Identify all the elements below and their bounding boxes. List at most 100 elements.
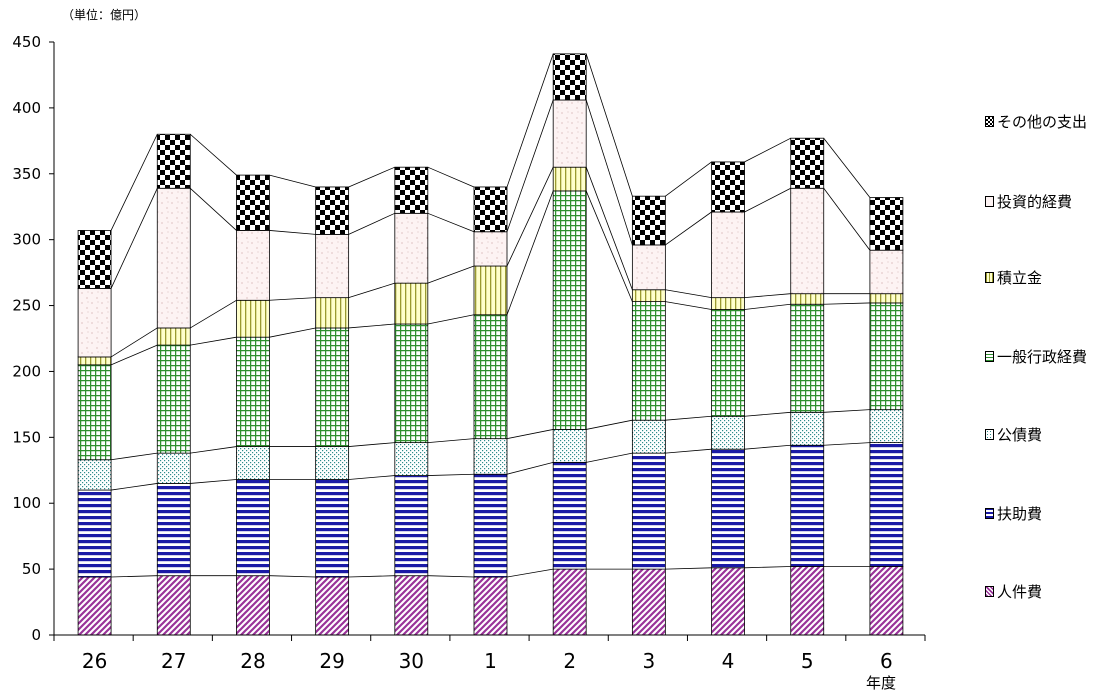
connector-line-general-admin: [190, 336, 237, 346]
bar-segment-general-admin-2: [552, 190, 587, 430]
connector-line-investment: [585, 99, 633, 246]
bar-segment-general-admin-6: [869, 302, 904, 411]
connector-line-general-admin: [665, 301, 712, 310]
bar-segment-personnel-27: [156, 575, 191, 636]
legend-item-personnel: 人件費: [985, 581, 1042, 602]
legend-item-assistance: 扶助費: [985, 503, 1042, 524]
bar-segment-other-26: [77, 230, 112, 289]
legend-label-investment: 投資的経費: [997, 193, 1073, 211]
connector-line-other: [190, 133, 237, 176]
x-tick-label: 29: [319, 649, 344, 673]
y-tick-label: 150: [12, 428, 41, 446]
connector-line-other: [506, 53, 554, 188]
connector-line-personnel: [269, 575, 316, 578]
bar-segment-personnel-1: [473, 576, 508, 636]
connector-line-assistance: [427, 473, 475, 476]
bar-segment-reserve-4: [711, 297, 745, 310]
connector-line-debt: [111, 452, 158, 461]
bar-segment-assistance-4: [711, 448, 745, 569]
connector-line-reserve: [190, 299, 237, 329]
bar-segment-reserve-6: [869, 293, 904, 304]
bar-segment-reserve-3: [631, 289, 666, 303]
x-tick-label: 27: [161, 649, 186, 673]
unit-label: （単位：億円）: [62, 8, 147, 22]
bar-segment-personnel-5: [790, 566, 825, 636]
connector-line-personnel: [111, 575, 158, 578]
y-tick-label: 200: [12, 362, 41, 380]
legend-item-investment: 投資的経費: [985, 191, 1072, 212]
connector-line-debt: [665, 415, 712, 421]
connector-line-general-admin: [585, 190, 633, 302]
bar-segment-general-admin-26: [77, 364, 112, 461]
legend-swatch-assistance: [985, 508, 994, 519]
bar-segment-reserve-28: [236, 299, 270, 338]
axes-layer: 0 50 100 150 200 250 300 350 400 450 26 27 28 29 30 1 2 3…: [12, 33, 926, 673]
bar-segment-debt-29: [315, 446, 350, 480]
bar-segment-general-admin-4: [711, 309, 745, 417]
connector-line-debt: [190, 446, 237, 454]
legend-swatch-other: [985, 116, 994, 127]
bar-segment-personnel-30: [394, 575, 429, 636]
connector-line-general-admin: [110, 344, 158, 366]
connector-line-reserve: [110, 327, 158, 358]
legend-label-general-admin: 一般行政経費: [997, 348, 1088, 366]
legend-label-other: その他の支出: [997, 113, 1088, 131]
legend-item-debt: 公債費: [985, 424, 1042, 445]
legend-label-reserve: 積立金: [997, 269, 1043, 287]
bar-segment-investment-28: [236, 230, 270, 301]
bar-segment-other-29: [315, 186, 350, 235]
bar-segment-other-4: [711, 161, 745, 213]
bar-segment-reserve-27: [156, 327, 191, 346]
bar-segment-other-30: [394, 166, 429, 214]
connector-line-reserve: [269, 297, 316, 301]
bars-layer: [77, 53, 904, 636]
bar-segment-personnel-28: [236, 575, 270, 636]
y-tick-label: 350: [12, 165, 41, 183]
legend-swatch-personnel: [985, 586, 994, 597]
bar-segment-investment-30: [394, 212, 429, 284]
connector-line-assistance: [744, 444, 791, 450]
x-tick-label: 6: [880, 649, 893, 673]
legend-item-reserve: 積立金: [985, 267, 1042, 288]
connector-line-investment: [427, 212, 475, 233]
connector-line-investment: [190, 187, 237, 231]
connector-line-other: [427, 166, 475, 188]
bar-segment-investment-1: [473, 231, 508, 267]
x-tick-label: 28: [240, 649, 265, 673]
bar-segment-other-5: [790, 137, 825, 189]
bar-segment-investment-26: [77, 288, 112, 358]
connector-line-assistance: [665, 448, 712, 454]
bar-segment-general-admin-29: [315, 327, 350, 447]
connector-line-reserve: [744, 293, 791, 299]
bar-segment-reserve-26: [77, 356, 112, 366]
bar-segment-personnel-2: [552, 568, 587, 636]
bar-segment-investment-4: [711, 211, 745, 299]
y-tick-label: 450: [12, 33, 41, 51]
bar-segment-other-28: [236, 174, 270, 231]
connector-line-other: [110, 134, 158, 231]
legend: その他の支出 投資的経費 積立金 一般行政経費 公債費 扶助費 人件費: [985, 0, 1104, 693]
bar-segment-investment-27: [156, 187, 191, 329]
connector-line-assistance: [506, 461, 554, 475]
bar-segment-reserve-29: [315, 297, 350, 329]
bar-segment-personnel-4: [711, 567, 745, 636]
connector-line-debt: [348, 442, 395, 447]
connector-line-assistance: [823, 442, 870, 446]
bar-segment-other-2: [552, 53, 587, 101]
connector-line-personnel: [506, 568, 554, 578]
bar-segment-assistance-29: [315, 479, 350, 578]
x-tick-label: 3: [642, 649, 655, 673]
bar-segment-assistance-28: [236, 479, 270, 577]
bar-segment-general-admin-28: [236, 336, 270, 447]
bar-segment-general-admin-30: [394, 323, 429, 444]
bar-segment-general-admin-1: [473, 314, 508, 440]
legend-swatch-reserve: [985, 272, 994, 283]
connector-line-investment: [506, 99, 554, 232]
bar-segment-other-6: [869, 197, 904, 251]
x-tick-label: 30: [399, 649, 424, 673]
bar-segment-general-admin-27: [156, 344, 191, 454]
legend-label-personnel: 人件費: [997, 583, 1043, 601]
legend-label-debt: 公債費: [997, 426, 1043, 444]
connector-line-assistance: [586, 452, 633, 463]
